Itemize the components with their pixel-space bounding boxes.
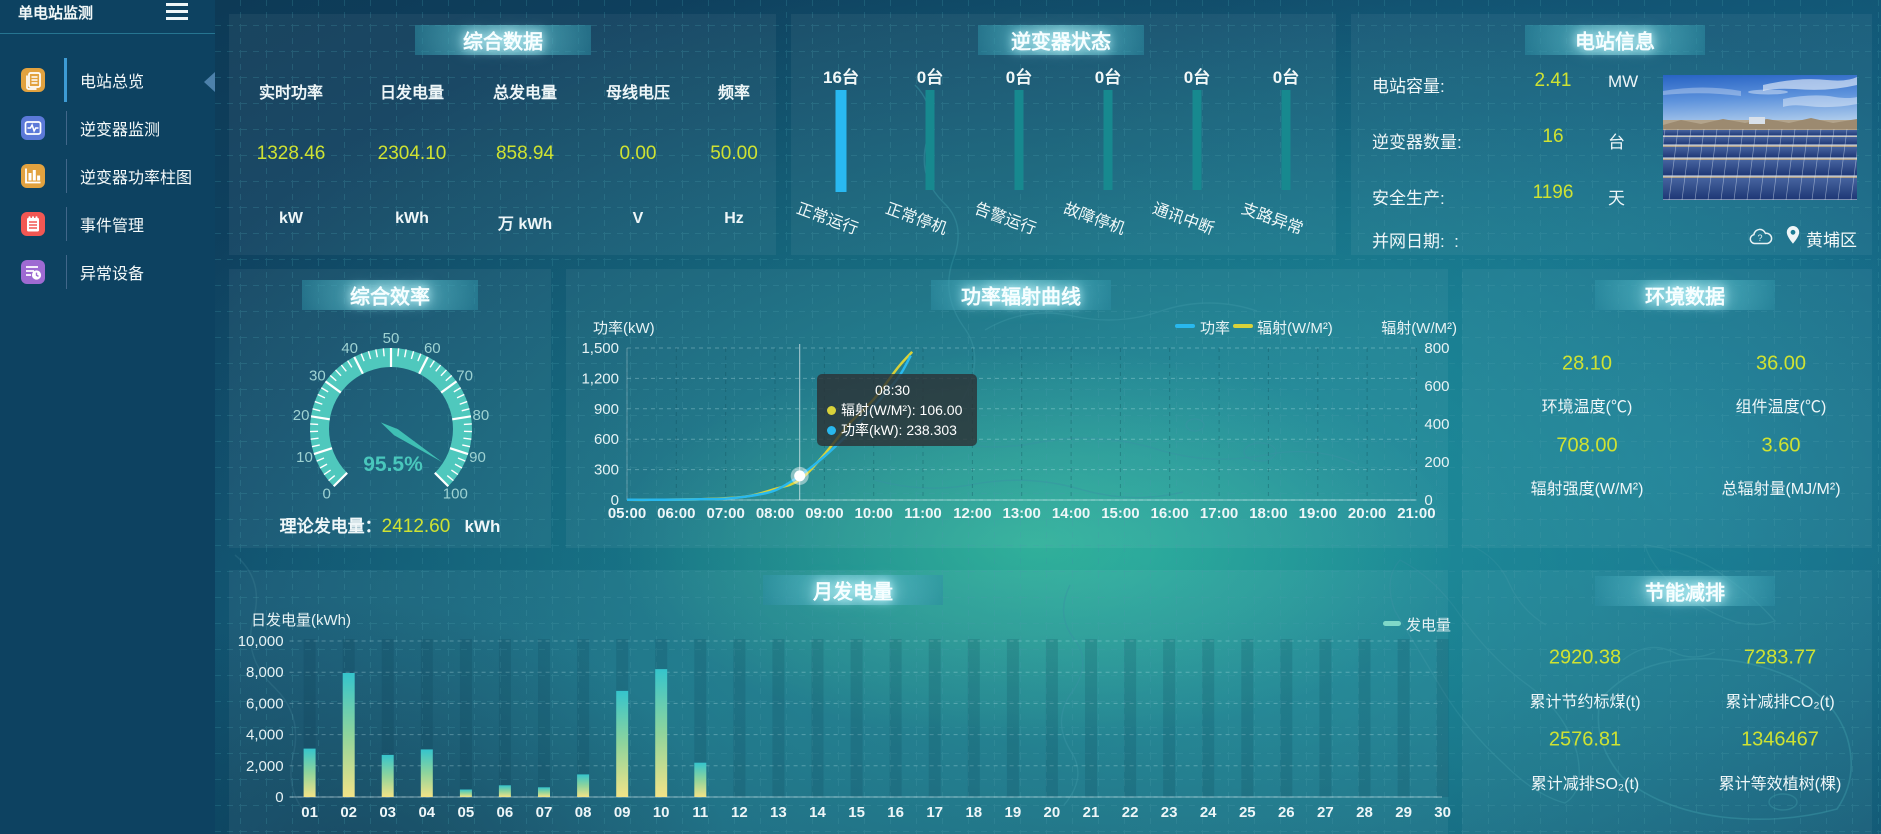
svg-text:06: 06 bbox=[497, 804, 514, 821]
svg-text:05:00: 05:00 bbox=[608, 505, 646, 522]
svg-text:16:00: 16:00 bbox=[1151, 505, 1189, 522]
svg-text:200: 200 bbox=[1424, 454, 1449, 471]
svg-text:50: 50 bbox=[383, 330, 400, 347]
svg-text:0: 0 bbox=[275, 789, 283, 806]
svg-text:30: 30 bbox=[309, 367, 326, 384]
svg-text:05: 05 bbox=[458, 804, 475, 821]
svg-text:25: 25 bbox=[1239, 804, 1256, 821]
svg-text:发电量: 发电量 bbox=[1406, 617, 1451, 634]
svg-text:12:00: 12:00 bbox=[953, 505, 991, 522]
svg-text:18: 18 bbox=[965, 804, 982, 821]
svg-text:07: 07 bbox=[536, 804, 553, 821]
svg-text:08: 08 bbox=[575, 804, 592, 821]
svg-text:1,500: 1,500 bbox=[581, 340, 619, 357]
svg-text:4,000: 4,000 bbox=[246, 727, 284, 744]
svg-text:12: 12 bbox=[731, 804, 748, 821]
svg-text:26: 26 bbox=[1278, 804, 1295, 821]
svg-text:95.5%: 95.5% bbox=[363, 453, 423, 476]
svg-text:400: 400 bbox=[1424, 416, 1449, 433]
svg-text:辐射(W/M²): 辐射(W/M²) bbox=[1257, 320, 1333, 337]
svg-text:10: 10 bbox=[653, 804, 670, 821]
svg-text:300: 300 bbox=[594, 462, 619, 479]
svg-text:10: 10 bbox=[296, 449, 313, 466]
svg-text:10,000: 10,000 bbox=[238, 633, 284, 650]
svg-text:90: 90 bbox=[469, 449, 486, 466]
svg-text:20: 20 bbox=[293, 407, 310, 424]
svg-text:40: 40 bbox=[341, 340, 358, 357]
svg-text:20:00: 20:00 bbox=[1348, 505, 1386, 522]
svg-text:800: 800 bbox=[1424, 340, 1449, 357]
svg-text:10:00: 10:00 bbox=[855, 505, 893, 522]
svg-text:0: 0 bbox=[1424, 492, 1432, 509]
svg-text:29: 29 bbox=[1395, 804, 1412, 821]
svg-text:0: 0 bbox=[323, 485, 331, 502]
svg-text:09: 09 bbox=[614, 804, 631, 821]
svg-text:30: 30 bbox=[1434, 804, 1451, 821]
svg-text:15: 15 bbox=[848, 804, 865, 821]
svg-text:20: 20 bbox=[1044, 804, 1061, 821]
svg-text:2,000: 2,000 bbox=[246, 758, 284, 775]
svg-text:1,200: 1,200 bbox=[581, 370, 619, 387]
svg-text:17:00: 17:00 bbox=[1200, 505, 1238, 522]
svg-text:09:00: 09:00 bbox=[805, 505, 843, 522]
svg-text:28: 28 bbox=[1356, 804, 1373, 821]
svg-text:27: 27 bbox=[1317, 804, 1334, 821]
svg-text:18:00: 18:00 bbox=[1249, 505, 1287, 522]
svg-text:60: 60 bbox=[424, 340, 441, 357]
svg-text:01: 01 bbox=[301, 804, 318, 821]
svg-text:19: 19 bbox=[1005, 804, 1022, 821]
svg-text:70: 70 bbox=[456, 367, 473, 384]
svg-text:日发电量(kWh): 日发电量(kWh) bbox=[251, 612, 351, 629]
svg-text:14: 14 bbox=[809, 804, 826, 821]
svg-text:功率(kW): 功率(kW) bbox=[593, 320, 655, 337]
svg-text:19:00: 19:00 bbox=[1299, 505, 1337, 522]
svg-text:17: 17 bbox=[926, 804, 943, 821]
svg-text:22: 22 bbox=[1122, 804, 1139, 821]
svg-text:0: 0 bbox=[611, 492, 619, 509]
svg-text:11:00: 11:00 bbox=[904, 505, 942, 522]
svg-text:03: 03 bbox=[379, 804, 396, 821]
svg-text:8,000: 8,000 bbox=[246, 664, 284, 681]
svg-text:功率: 功率 bbox=[1200, 320, 1230, 337]
svg-text:80: 80 bbox=[473, 407, 490, 424]
svg-text:06:00: 06:00 bbox=[657, 505, 695, 522]
svg-text:100: 100 bbox=[443, 485, 468, 502]
svg-text:02: 02 bbox=[340, 804, 357, 821]
svg-text:16: 16 bbox=[887, 804, 904, 821]
svg-text:23: 23 bbox=[1161, 804, 1178, 821]
svg-text:辐射(W/M²): 辐射(W/M²) bbox=[1381, 320, 1457, 337]
svg-text:04: 04 bbox=[418, 804, 435, 821]
svg-text:6,000: 6,000 bbox=[246, 695, 284, 712]
svg-text:?: ? bbox=[1757, 233, 1762, 243]
svg-text:21: 21 bbox=[1083, 804, 1100, 821]
svg-text:13: 13 bbox=[770, 804, 787, 821]
svg-text:600: 600 bbox=[1424, 378, 1449, 395]
svg-text:14:00: 14:00 bbox=[1052, 505, 1090, 522]
svg-text:24: 24 bbox=[1200, 804, 1217, 821]
svg-text:08:00: 08:00 bbox=[756, 505, 794, 522]
svg-text:07:00: 07:00 bbox=[707, 505, 745, 522]
svg-text:11: 11 bbox=[692, 804, 708, 821]
svg-text:600: 600 bbox=[594, 431, 619, 448]
svg-text:15:00: 15:00 bbox=[1101, 505, 1139, 522]
svg-text:13:00: 13:00 bbox=[1003, 505, 1041, 522]
svg-text:21:00: 21:00 bbox=[1397, 505, 1435, 522]
svg-text:900: 900 bbox=[594, 401, 619, 418]
